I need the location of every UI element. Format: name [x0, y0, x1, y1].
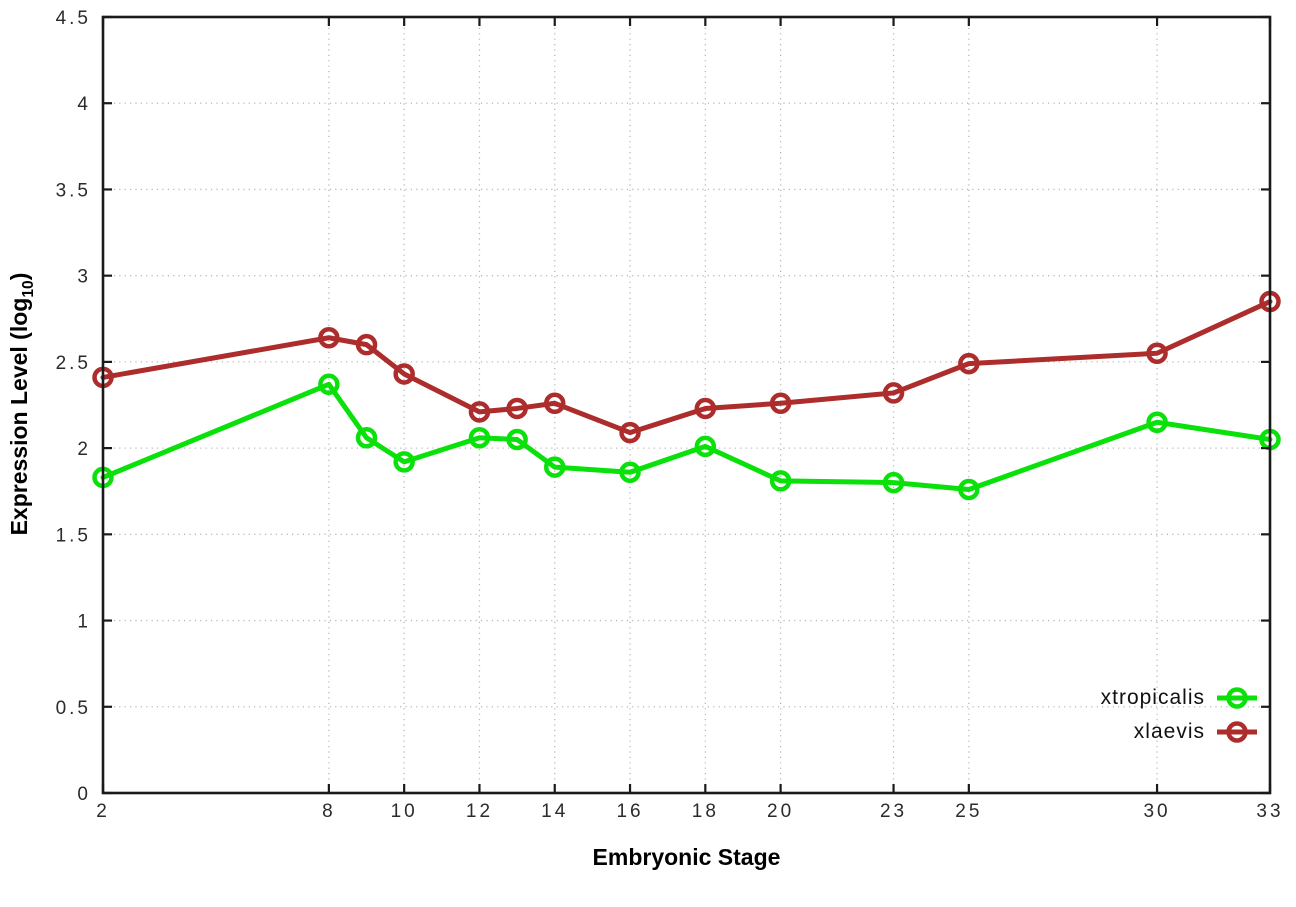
data-point-xlaevis [543, 392, 566, 415]
data-point-xlaevis [958, 352, 980, 375]
data-point-xtropicalis [694, 435, 717, 458]
y-axis-title-subscript: 10 [19, 280, 37, 298]
x-tick-label: 2 [96, 801, 110, 822]
data-point-xlaevis [506, 397, 528, 420]
x-tick-label: 12 [466, 801, 493, 822]
data-point-xlaevis [468, 401, 491, 423]
legend: xtropicalis xlaevis [1101, 681, 1260, 749]
x-tick-label: 20 [767, 801, 794, 822]
y-tick-label: 0 [77, 784, 91, 805]
y-tick-label: 2.5 [56, 353, 91, 374]
data-point-xtropicalis [1146, 411, 1168, 433]
data-point-xlaevis [355, 333, 378, 356]
data-point-xtropicalis [318, 373, 340, 396]
x-tick-label: 30 [1143, 801, 1170, 822]
legend-label-xtropicalis: xtropicalis [1100, 686, 1205, 709]
x-tick-label: 16 [616, 801, 643, 822]
y-axis-title-close: ) [6, 272, 33, 281]
x-tick-label: 23 [880, 801, 907, 822]
data-point-xtropicalis [393, 451, 415, 473]
legend-line-point-marker-xlaevis [1217, 721, 1257, 743]
data-point-xtropicalis [355, 427, 378, 449]
data-point-xlaevis [694, 397, 717, 420]
data-point-xtropicalis [769, 470, 792, 492]
legend-item-xlaevis: xlaevis [1101, 715, 1260, 749]
y-axis-title-text: Expression Level (log [6, 297, 33, 536]
y-axis-title: Expression Level (log10) [6, 273, 38, 536]
y-tick-label: 4.5 [56, 8, 91, 29]
data-point-xtropicalis [468, 427, 491, 449]
y-tick-label: 1 [77, 612, 91, 633]
x-axis-title: Embryonic Stage [592, 844, 781, 870]
data-point-xtropicalis [543, 456, 566, 478]
data-point-xlaevis [1146, 342, 1168, 365]
y-tick-label: 2 [77, 439, 91, 460]
data-point-xlaevis [318, 326, 340, 349]
data-point-xlaevis [882, 382, 905, 404]
data-point-xtropicalis [619, 461, 641, 484]
y-tick-label: 0.5 [56, 698, 91, 719]
y-tick-label: 3 [77, 267, 91, 288]
plot-border [101, 15, 1272, 795]
legend-item-xtropicalis: xtropicalis [1101, 681, 1260, 715]
x-tick-label: 10 [391, 801, 418, 822]
x-tick-label: 33 [1256, 801, 1283, 822]
legend-label-xlaevis: xlaevis [1133, 720, 1205, 743]
data-point-xtropicalis [882, 471, 905, 494]
x-tick-label: 8 [322, 801, 336, 822]
legend-line-point-marker-xtropicalis [1217, 687, 1257, 709]
data-point-xtropicalis [506, 428, 528, 451]
x-tick-label: 18 [692, 801, 719, 822]
data-point-xlaevis [393, 363, 415, 385]
data-point-xlaevis [619, 421, 641, 444]
x-tick-label: 25 [955, 801, 982, 822]
data-point-xtropicalis [958, 478, 980, 501]
series-line-xlaevis [100, 299, 1273, 436]
y-tick-label: 4 [77, 94, 91, 115]
x-tick-label: 14 [541, 801, 568, 822]
data-point-xlaevis [769, 392, 792, 415]
y-tick-label: 3.5 [56, 180, 91, 201]
series-line-xtropicalis [100, 381, 1273, 492]
y-tick-label: 1.5 [56, 525, 91, 546]
